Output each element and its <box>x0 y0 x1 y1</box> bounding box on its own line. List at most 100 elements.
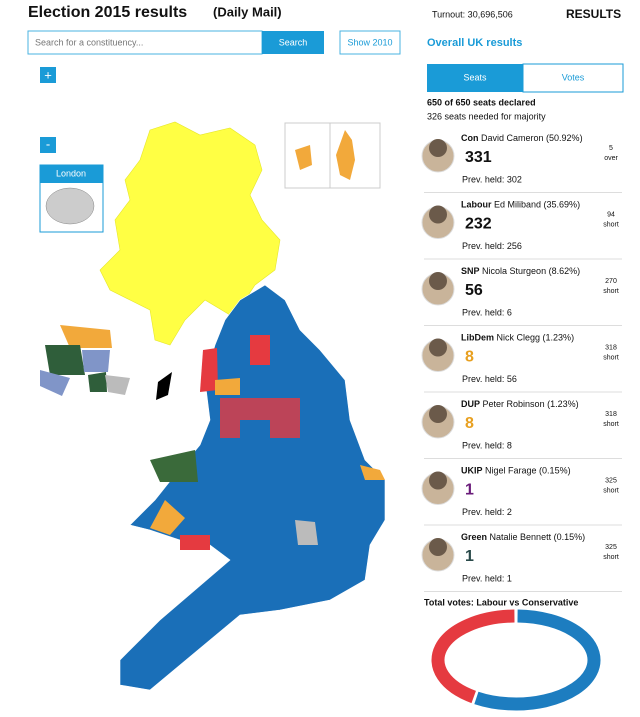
region-blue <box>240 420 270 445</box>
party-margin: 318 <box>605 411 617 418</box>
party-avatar-hair <box>429 405 447 423</box>
region-grey <box>295 520 318 545</box>
party-seats: 331 <box>465 149 492 166</box>
declared: 650 of 650 seats declared <box>427 97 536 107</box>
party-prev: Prev. held: 6 <box>462 307 512 317</box>
party-seats: 232 <box>465 216 492 233</box>
party-leader-line: Con David Cameron (50.92%) <box>461 133 583 143</box>
zoom-in-label: + <box>44 67 52 82</box>
party-avatar-hair <box>429 538 447 556</box>
show-2010-label: Show 2010 <box>347 37 392 47</box>
search-placeholder: Search for a constituency... <box>35 37 143 47</box>
party-avatar-hair <box>429 205 447 224</box>
region-green <box>150 450 198 482</box>
party-margin: 5 <box>609 145 613 152</box>
party-margin-label: short <box>603 354 619 361</box>
zoom-out-button[interactable] <box>40 137 56 153</box>
party-leader-line: DUP Peter Robinson (1.23%) <box>461 399 579 409</box>
zoom-in-button[interactable] <box>40 67 56 83</box>
party-prev: Prev. held: 2 <box>462 507 512 517</box>
show-2010-button[interactable] <box>339 30 401 55</box>
tab-seats[interactable] <box>427 64 523 92</box>
region-orange <box>150 500 185 535</box>
donut <box>431 609 601 711</box>
party-name: LibDem <box>461 333 494 343</box>
tab-label: Votes <box>562 72 585 82</box>
party-avatar-hair <box>429 338 447 357</box>
party-avatar-hair <box>429 139 447 157</box>
shetland-shape <box>336 130 355 180</box>
party-margin: 325 <box>605 477 617 484</box>
party-seats: 56 <box>465 282 483 299</box>
party-margin-label: short <box>603 487 619 494</box>
donut-segment <box>431 609 515 704</box>
map <box>40 121 386 691</box>
party-leader: Natalie Bennett (0.15%) <box>490 532 586 542</box>
party-leader-line: Labour Ed Miliband (35.69%) <box>461 200 580 210</box>
party-avatar-hair <box>429 471 447 490</box>
party-leader-line: LibDem Nick Clegg (1.23%) <box>461 333 574 343</box>
region-red <box>250 335 270 365</box>
region-scotland <box>99 121 281 346</box>
party-leader: Nick Clegg (1.23%) <box>497 333 575 343</box>
party-prev: Prev. held: 1 <box>462 573 512 583</box>
party-prev: Prev. held: 302 <box>462 174 522 184</box>
zoom-out-label: - <box>46 136 50 151</box>
party-leader: David Cameron (50.92%) <box>481 133 583 143</box>
party-margin-label: short <box>603 554 619 561</box>
party-leader: Peter Robinson (1.23%) <box>483 399 579 409</box>
results-label: RESULTS <box>566 7 621 21</box>
region-orange <box>215 378 240 395</box>
total-votes-title: Total votes: Labour vs Conservative <box>424 597 578 607</box>
party-leader: Nigel Farage (0.15%) <box>485 466 571 476</box>
party-name: Labour <box>461 200 492 210</box>
region-red <box>200 348 218 392</box>
party-margin-label: over <box>604 155 618 162</box>
orkney-shape <box>295 145 312 170</box>
party-seats: 8 <box>465 349 474 366</box>
region-red <box>180 535 210 550</box>
party-name: Con <box>461 133 479 143</box>
party-name: Green <box>461 532 487 542</box>
panel-title: Overall UK results <box>427 37 522 49</box>
party-seats: 8 <box>465 415 474 432</box>
party-margin: 94 <box>607 211 615 218</box>
party-seats: 1 <box>465 482 474 499</box>
party-prev: Prev. held: 256 <box>462 241 522 251</box>
party-margin: 318 <box>605 344 617 351</box>
party-leader: Ed Miliband (35.69%) <box>494 200 580 210</box>
region-ni <box>105 375 130 395</box>
region-orange <box>360 465 385 480</box>
party-seats: 1 <box>465 548 474 565</box>
party-prev: Prev. held: 56 <box>462 374 517 384</box>
party-prev: Prev. held: 8 <box>462 440 512 450</box>
region-isle-of-man <box>156 372 172 400</box>
party-name: DUP <box>461 399 480 409</box>
party-avatar-hair <box>429 272 447 290</box>
region-ni <box>88 372 107 392</box>
party-leader-line: UKIP Nigel Farage (0.15%) <box>461 466 571 476</box>
page-title: Election 2015 results <box>28 4 187 21</box>
source-label: (Daily Mail) <box>213 4 282 19</box>
tab-label: Seats <box>463 72 487 82</box>
london-inset-label: London <box>56 168 86 178</box>
turnout: Turnout: 30,696,506 <box>432 9 513 19</box>
search-button[interactable] <box>262 31 324 54</box>
london-shape <box>45 187 95 225</box>
party-name: UKIP <box>461 466 483 476</box>
search-button-label: Search <box>279 37 308 47</box>
party-margin: 325 <box>605 544 617 551</box>
london-inset-header <box>40 165 103 183</box>
region-ni <box>60 325 112 348</box>
party-leader-line: Green Natalie Bennett (0.15%) <box>461 532 585 542</box>
party-leader-line: SNP Nicola Sturgeon (8.62%) <box>461 266 580 276</box>
tab-votes[interactable] <box>522 63 624 93</box>
donut-segment <box>474 609 601 711</box>
party-margin-label: short <box>603 421 619 428</box>
region-ni <box>40 370 70 396</box>
party-leader: Nicola Sturgeon (8.62%) <box>482 266 580 276</box>
majority: 326 seats needed for majority <box>427 111 546 121</box>
party-name: SNP <box>461 266 480 276</box>
